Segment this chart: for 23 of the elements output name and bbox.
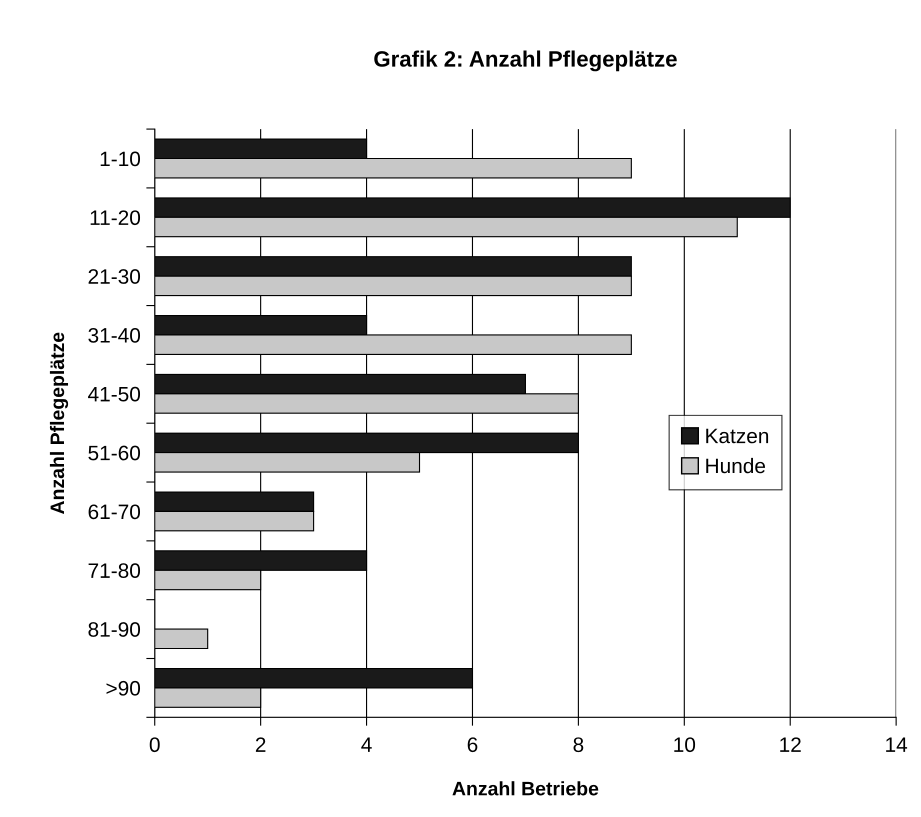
- y-tick-label: >90: [106, 680, 140, 696]
- x-tick-label: 8: [574, 737, 584, 752]
- y-tick-label: 51-60: [88, 446, 140, 460]
- y-tick-label: 11-20: [90, 210, 140, 226]
- y-tick-label: 41-50: [88, 386, 140, 402]
- x-tick-label: 0: [150, 737, 160, 752]
- y-axis-title: Anzahl Pflegeplätze: [50, 332, 68, 514]
- x-axis-title: Anzahl Betriebe: [452, 781, 598, 796]
- legend-label: Hunde: [706, 458, 766, 474]
- y-tick-label: 21-30: [88, 269, 140, 284]
- x-tick-label: 14: [886, 738, 908, 752]
- y-tick-label: 71-80: [88, 563, 140, 578]
- x-tick-label: 12: [780, 737, 801, 752]
- y-tick-label: 81-90: [88, 622, 140, 637]
- x-tick-label: 2: [256, 737, 266, 752]
- x-tick-label: 10: [674, 737, 696, 752]
- y-tick-label: 61-70: [88, 504, 140, 520]
- y-tick-label: 31-40: [88, 328, 140, 343]
- chart-title: Grafik 2: Anzahl Pflegeplätze: [374, 50, 677, 72]
- x-tick-label: 4: [361, 738, 372, 752]
- legend-label: Katzen: [706, 428, 768, 444]
- x-tick-label: 6: [468, 737, 478, 752]
- y-tick-label: 1-10: [100, 152, 140, 166]
